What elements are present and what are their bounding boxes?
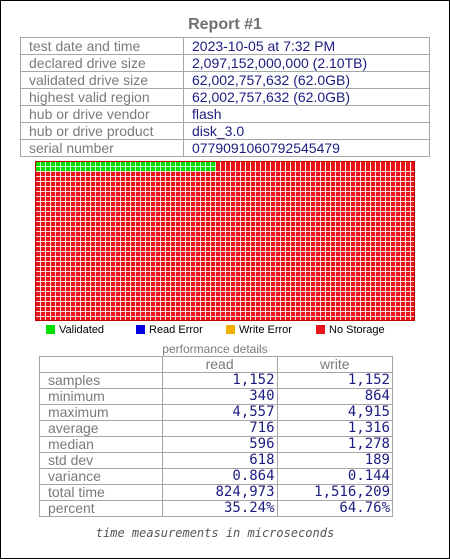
- row-label: percent: [39, 500, 163, 517]
- row-label: total time: [39, 484, 163, 501]
- read-value: 0.864: [161, 468, 278, 485]
- row-label: samples: [39, 372, 163, 389]
- info-row: serial number 0779091060792545479: [20, 139, 430, 157]
- storage-map-legend: Validated Read Error Write Error No Stor…: [46, 324, 426, 338]
- write-value: 1,316: [276, 420, 394, 437]
- info-label: hub or drive product: [20, 122, 184, 140]
- info-label: serial number: [20, 139, 184, 157]
- write-value: 1,278: [276, 436, 394, 453]
- row-label: minimum: [39, 388, 163, 405]
- info-value: 62,002,757,632 (62.0GB): [183, 71, 430, 89]
- info-row: declared drive size 2,097,152,000,000 (2.…: [20, 54, 430, 72]
- row-label: median: [39, 436, 163, 453]
- legend-swatch: [316, 325, 325, 334]
- info-value: 2023-10-05 at 7:32 PM: [183, 37, 430, 55]
- write-value: 189: [276, 452, 394, 469]
- legend-swatch: [226, 325, 235, 334]
- write-value: 864: [276, 388, 394, 405]
- write-value: 1,152: [276, 372, 394, 389]
- info-row: test date and time 2023-10-05 at 7:32 PM: [20, 37, 430, 55]
- legend-label: Write Error: [239, 324, 292, 336]
- performance-row: percent 35.24% 64.76%: [39, 500, 394, 517]
- performance-row: samples 1,152 1,152: [39, 372, 394, 389]
- legend-item-read-error: Read Error: [136, 324, 203, 337]
- read-value: 1,152: [161, 372, 278, 389]
- info-label: validated drive size: [20, 71, 184, 89]
- info-label: hub or drive vendor: [20, 105, 184, 123]
- performance-corner-cell: [39, 356, 163, 373]
- legend-swatch: [136, 325, 145, 334]
- report-title: Report #1: [188, 16, 262, 33]
- performance-row: total time 824,973 1,516,209: [39, 484, 394, 501]
- read-value: 4,557: [161, 404, 278, 421]
- column-header-read: read: [161, 356, 278, 373]
- legend-item-write-error: Write Error: [226, 324, 292, 337]
- performance-table: read write samples 1,152 1,152 minimum 340 8…: [39, 356, 394, 517]
- info-label: test date and time: [20, 37, 184, 55]
- write-value: 1,516,209: [276, 484, 394, 501]
- performance-row: maximum 4,557 4,915: [39, 404, 394, 421]
- performance-header-row: read write: [39, 356, 394, 373]
- read-value: 35.24%: [161, 500, 278, 517]
- info-row: hub or drive product disk_3.0: [20, 122, 430, 140]
- info-label: highest valid region: [20, 88, 184, 106]
- info-value: 2,097,152,000,000 (2.10TB): [183, 54, 430, 72]
- measurement-note: time measurements in microseconds: [95, 526, 335, 540]
- row-label: average: [39, 420, 163, 437]
- performance-row: std dev 618 189: [39, 452, 394, 469]
- info-value: 62,002,757,632 (62.0GB): [183, 88, 430, 106]
- performance-row: average 716 1,316: [39, 420, 394, 437]
- read-value: 340: [161, 388, 278, 405]
- storage-map-no-storage-top-row: [216, 162, 414, 171]
- legend-item-no-storage: No Storage: [316, 324, 385, 337]
- info-value: disk_3.0: [183, 122, 430, 140]
- performance-row: variance 0.864 0.144: [39, 468, 394, 485]
- legend-swatch: [46, 325, 55, 334]
- storage-map-grid: [35, 161, 415, 321]
- info-row: hub or drive vendor flash: [20, 105, 430, 123]
- read-value: 716: [161, 420, 278, 437]
- info-table: test date and time 2023-10-05 at 7:32 PM …: [20, 37, 430, 157]
- legend-label: Read Error: [149, 324, 203, 336]
- performance-row: median 596 1,278: [39, 436, 394, 453]
- info-label: declared drive size: [20, 54, 184, 72]
- info-value: 0779091060792545479: [183, 139, 430, 157]
- row-label: std dev: [39, 452, 163, 469]
- info-row: validated drive size 62,002,757,632 (62.0…: [20, 71, 430, 89]
- performance-row: minimum 340 864: [39, 388, 394, 405]
- write-value: 4,915: [276, 404, 394, 421]
- row-label: variance: [39, 468, 163, 485]
- read-value: 824,973: [161, 484, 278, 501]
- read-value: 618: [161, 452, 278, 469]
- info-value: flash: [183, 105, 430, 123]
- write-value: 0.144: [276, 468, 394, 485]
- read-value: 596: [161, 436, 278, 453]
- info-row: highest valid region 62,002,757,632 (62.0…: [20, 88, 430, 106]
- legend-label: Validated: [59, 324, 105, 336]
- legend-label: No Storage: [329, 324, 385, 336]
- legend-item-validated: Validated: [46, 324, 104, 337]
- performance-title: performance details: [162, 342, 268, 356]
- write-value: 64.76%: [276, 500, 394, 517]
- row-label: maximum: [39, 404, 163, 421]
- column-header-write: write: [276, 356, 394, 373]
